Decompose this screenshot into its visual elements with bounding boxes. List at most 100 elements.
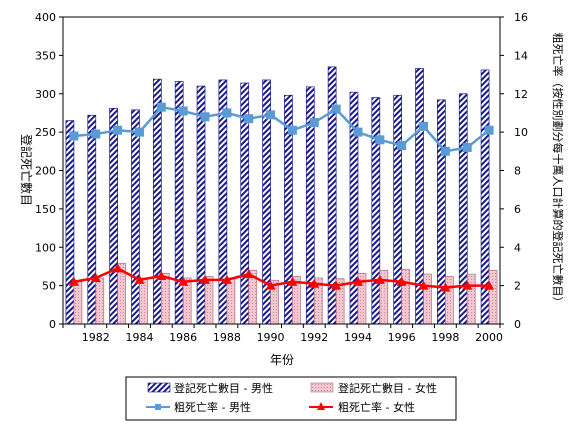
bar-male-deaths (109, 107, 118, 325)
left-y-tick-label: 150 (35, 203, 56, 216)
marker-male-rate (178, 106, 188, 116)
left-y-tick-label: 0 (49, 318, 56, 331)
marker-female-rate (221, 274, 232, 284)
bar-female-deaths (160, 272, 170, 325)
right-y-tick-label: 12 (514, 88, 528, 101)
x-tick-label: 1990 (257, 331, 285, 344)
marker-female-rate (112, 263, 123, 273)
legend-label-male-deaths: 登記死亡數目 - 男性 (174, 381, 273, 395)
marker-male-rate (375, 135, 385, 145)
right-y-tick-label: 10 (514, 126, 528, 139)
marker-male-rate (331, 104, 341, 114)
left-y-tick-label: 250 (35, 126, 56, 139)
marker-male-rate (397, 141, 407, 151)
marker-female-rate (156, 271, 167, 281)
marker-male-rate (134, 127, 144, 137)
x-tick-label: 1996 (388, 331, 416, 344)
legend-box (125, 376, 457, 421)
line-female-rate (73, 266, 490, 289)
legend-swatch-female-deaths (310, 382, 334, 393)
marker-male-rate (484, 125, 494, 135)
marker-female-rate (90, 272, 101, 282)
marker-male-rate (440, 146, 450, 156)
x-tick-label: 1998 (431, 331, 459, 344)
x-tick-label: 1986 (169, 331, 197, 344)
bar-male-deaths (174, 81, 184, 325)
marker-male-rate (200, 112, 210, 122)
right-axis-label: 粗死亡率（按性別劃分每十萬人口計算的登記死亡數目） (551, 33, 565, 308)
marker-female-rate (287, 276, 298, 286)
bar-female-deaths (401, 269, 411, 325)
plot-layer (63, 17, 500, 325)
x-tick-label: 1994 (344, 331, 372, 344)
left-axis-label: 登記死亡數目 (19, 134, 34, 206)
bar-female-deaths (95, 277, 105, 325)
bar-female-deaths (139, 277, 148, 325)
legend-swatch-male-deaths (147, 382, 171, 393)
bar-male-deaths (131, 109, 140, 325)
bar-male-deaths (87, 114, 97, 325)
marker-female-rate (418, 280, 429, 290)
bar-female-deaths (226, 277, 236, 325)
marker-male-rate (91, 129, 101, 139)
right-y-tick-label: 2 (514, 280, 521, 293)
right-y-tick-label: 16 (514, 11, 528, 24)
x-tick-label: 1988 (213, 331, 241, 344)
right-y-tick-label: 0 (514, 318, 521, 331)
marker-female-rate (440, 282, 451, 292)
marker-female-rate (331, 280, 342, 290)
marker-male-rate (69, 131, 79, 141)
left-y-tick-label: 50 (42, 280, 56, 293)
axis-layer: 0 50 100 150 200 250 300 350 400 0 2 4 6 8 10 12 14 16 198… (35, 11, 528, 344)
marker-female-rate (462, 280, 473, 290)
x-axis-label: 年份 (270, 353, 294, 367)
right-y-tick-label: 4 (514, 241, 521, 254)
right-y-tick-label: 8 (514, 165, 521, 178)
x-tick-label: 2000 (475, 331, 503, 344)
bar-female-deaths (445, 276, 454, 325)
marker-female-rate (309, 278, 320, 288)
marker-female-rate (200, 274, 211, 284)
legend: 登記死亡數目 - 男性 登記死亡數目 - 女性 粗死亡率 - 男性 粗死亡率 -… (125, 376, 457, 421)
marker-male-rate (462, 142, 472, 152)
x-tick-label: 1992 (300, 331, 328, 344)
left-y-tick-label: 100 (35, 241, 56, 254)
marker-male-rate (353, 127, 363, 137)
marker-female-rate (396, 276, 407, 286)
bar-male-deaths (65, 120, 75, 325)
plot-area (63, 17, 500, 324)
marker-male-rate (309, 118, 319, 128)
legend-label-female-rate: 粗死亡率 - 女性 (338, 400, 415, 414)
left-y-tick-label: 350 (35, 49, 56, 62)
bar-female-deaths (73, 281, 83, 325)
marker-male-rate (156, 102, 166, 112)
marker-female-rate (374, 274, 385, 284)
legend-marker-female-rate (317, 402, 325, 410)
legend-label-male-rate: 粗死亡率 - 男性 (174, 400, 251, 414)
marker-male-rate (244, 114, 254, 124)
left-y-tick-label: 200 (35, 165, 56, 178)
bar-female-deaths (466, 273, 476, 325)
marker-male-rate (222, 108, 232, 118)
bar-male-deaths (371, 97, 381, 325)
marker-female-rate (68, 276, 79, 286)
bar-female-deaths (423, 273, 432, 325)
bar-female-deaths (488, 269, 498, 325)
marker-male-rate (287, 125, 297, 135)
right-y-tick-label: 14 (514, 49, 528, 62)
marker-male-rate (113, 125, 123, 135)
x-tick-label: 1984 (125, 331, 153, 344)
bar-male-deaths (196, 85, 206, 325)
marker-female-rate (484, 280, 495, 290)
marker-female-rate (243, 269, 254, 279)
left-y-tick-label: 300 (35, 88, 56, 101)
marker-female-rate (178, 276, 189, 286)
marker-male-rate (419, 121, 429, 131)
right-y-tick-label: 6 (514, 203, 521, 216)
legend-label-female-deaths: 登記死亡數目 - 女性 (338, 381, 437, 395)
marker-female-rate (134, 274, 145, 284)
left-y-tick-label: 400 (35, 11, 56, 24)
x-tick-label: 1982 (82, 331, 110, 344)
